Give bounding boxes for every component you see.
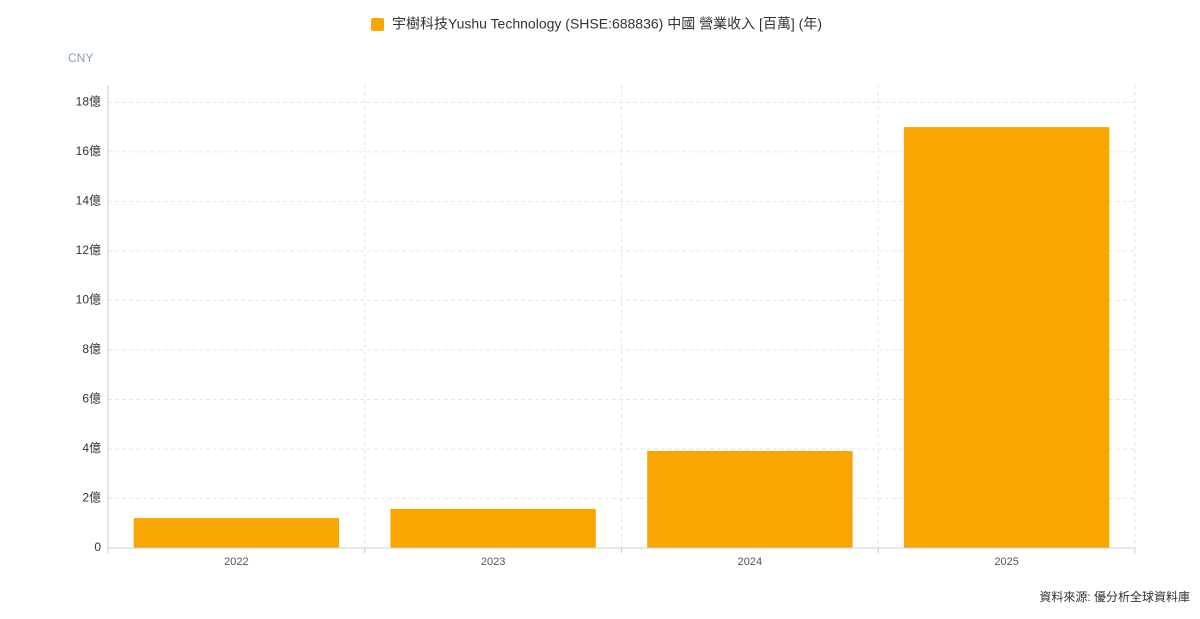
x-tick-label: 2025 <box>994 556 1018 568</box>
y-tick-label: 4億 <box>82 441 101 455</box>
legend-swatch <box>371 18 384 31</box>
bar <box>390 508 596 548</box>
bar <box>133 518 340 548</box>
y-tick-label: 0 <box>94 540 101 554</box>
x-tick-label: 2023 <box>481 556 505 568</box>
y-tick-label: 12億 <box>76 243 101 257</box>
y-tick-label: 2億 <box>82 491 101 505</box>
y-axis-label: CNY <box>68 51 93 65</box>
bar <box>903 127 1110 548</box>
bar <box>647 450 853 548</box>
x-tick-label: 2022 <box>224 556 248 568</box>
y-tick-label: 18億 <box>76 95 101 109</box>
source-note: 資料來源: 優分析全球資料庫 <box>1039 589 1190 604</box>
y-tick-label: 6億 <box>82 392 101 406</box>
y-tick-label: 10億 <box>76 293 101 307</box>
y-tick-label: 14億 <box>76 194 101 208</box>
legend-label: 宇樹科技Yushu Technology (SHSE:688836) 中國 營業… <box>392 16 822 32</box>
y-tick-label: 16億 <box>76 144 101 158</box>
x-tick-label: 2024 <box>738 556 762 568</box>
y-tick-label: 8億 <box>82 342 101 356</box>
